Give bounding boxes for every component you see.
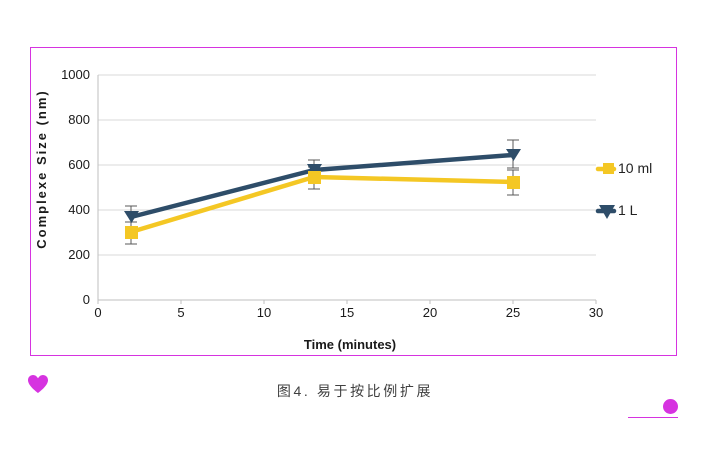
svg-text:5: 5 bbox=[177, 305, 184, 320]
svg-text:200: 200 bbox=[68, 247, 90, 262]
svg-text:25: 25 bbox=[506, 305, 520, 320]
svg-text:15: 15 bbox=[340, 305, 354, 320]
svg-text:30: 30 bbox=[589, 305, 603, 320]
svg-text:0: 0 bbox=[94, 305, 101, 320]
svg-text:600: 600 bbox=[68, 157, 90, 172]
svg-text:0: 0 bbox=[83, 292, 90, 307]
svg-text:400: 400 bbox=[68, 202, 90, 217]
svg-text:800: 800 bbox=[68, 112, 90, 127]
svg-text:1000: 1000 bbox=[61, 67, 90, 82]
svg-text:10: 10 bbox=[257, 305, 271, 320]
svg-text:20: 20 bbox=[423, 305, 437, 320]
